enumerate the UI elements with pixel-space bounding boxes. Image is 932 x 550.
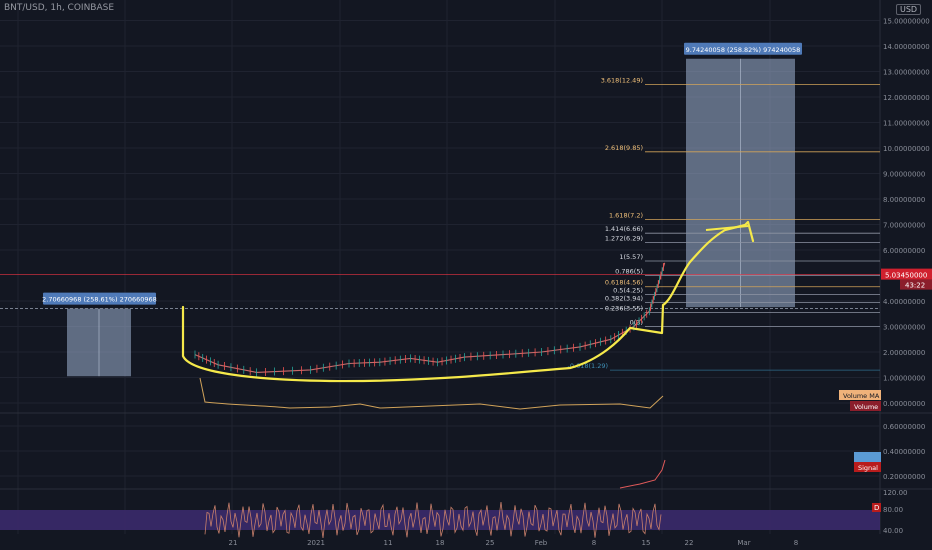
- fib-label: 0.5(4.25): [613, 287, 643, 295]
- time-tick-label: 21: [229, 539, 238, 547]
- volume-ma-line: [199, 377, 664, 410]
- time-tick-label: Feb: [535, 539, 548, 547]
- rsi-tick-label: 40.00: [883, 527, 903, 535]
- current-price-label: 5.03450000: [885, 272, 927, 280]
- signal-label: Signal: [858, 464, 878, 472]
- price-tick-label: 3.00000000: [883, 324, 925, 332]
- fib-label: 0.786(5): [615, 268, 643, 276]
- time-tick-label: Mar: [737, 539, 750, 547]
- fib-label: 3.618(12.49): [601, 77, 643, 85]
- fib-label: 1.272(6.29): [605, 235, 643, 243]
- time-tick-label: 15: [642, 539, 651, 547]
- measure-label: 2.70660968 (258.61%) 270660968: [42, 296, 157, 304]
- price-tick-label: 14.00000000: [883, 43, 930, 51]
- cup-drawing: [181, 220, 755, 383]
- fib-label: 0.236(3.55): [605, 304, 643, 312]
- fib-label: 0.382(3.94): [605, 295, 643, 303]
- countdown-label: 43:22: [905, 282, 925, 290]
- price-tick-label: 2.00000000: [883, 349, 925, 357]
- cup-drawing-arrow: [705, 225, 749, 231]
- time-tick-label: 25: [486, 539, 495, 547]
- price-tick-label: 15.00000000: [883, 18, 930, 26]
- price-tick-label: 8.00000000: [883, 196, 925, 204]
- price-tick-label: 0.00000000: [883, 400, 925, 408]
- price-tick-label: 4.00000000: [883, 298, 925, 306]
- price-tick-label: 12.00000000: [883, 94, 930, 102]
- price-tick-label: 9.00000000: [883, 171, 925, 179]
- rsi-badge-bg: [872, 503, 881, 512]
- fib-label: 0.618(4.56): [605, 279, 643, 287]
- macd-tick-label: 0.40000000: [883, 448, 925, 456]
- time-tick-label: 8: [794, 539, 798, 547]
- current-price-tag: [881, 268, 932, 280]
- price-tick-label: 6.00000000: [883, 247, 925, 255]
- macd-tick-label: 0.20000000: [883, 473, 925, 481]
- price-tick-label: 11.00000000: [883, 120, 930, 128]
- volume-label: Volume: [854, 403, 878, 411]
- fib-label: 2.618(9.85): [605, 144, 643, 152]
- fib-label: 1.618(7.2): [609, 211, 643, 219]
- macd-tag: [854, 452, 881, 462]
- volume-tag: [850, 401, 881, 411]
- rsi-tick-label: 120.00: [883, 489, 908, 497]
- rsi-tick-label: 80.00: [883, 506, 903, 514]
- rsi-line: [204, 501, 662, 538]
- measure-label: 9.74240058 (258.82%) 974240058: [686, 46, 801, 54]
- fib-label: 1.414(6.66): [605, 225, 643, 233]
- countdown-tag: [900, 279, 932, 290]
- chart-title: BNT/USD, 1h, COINBASE: [4, 3, 115, 13]
- volume-ma-tag: [839, 390, 881, 400]
- time-tick-label: 22: [685, 539, 694, 547]
- price-tick-label: 1.00000000: [883, 375, 925, 383]
- price-tick-label: 7.00000000: [883, 222, 925, 230]
- macd-line: [619, 459, 666, 489]
- price-tick-label: 10.00000000: [883, 145, 930, 153]
- time-tick-label: 2021: [307, 539, 325, 547]
- fib-label: 1(5.57): [619, 253, 643, 261]
- time-tick-label: 18: [436, 539, 445, 547]
- rsi-badge: D: [874, 504, 879, 512]
- macd-tick-label: 0.60000000: [883, 423, 925, 431]
- signal-tag: [854, 462, 881, 472]
- measure-label-bg: [43, 292, 156, 305]
- currency-button[interactable]: USD: [896, 4, 922, 15]
- price-tick-label: 13.00000000: [883, 69, 930, 77]
- time-tick-label: 8: [592, 539, 596, 547]
- measure-label-bg: [684, 42, 802, 55]
- fib-label: -0.618(1.29): [568, 362, 609, 370]
- volume-ma-label: Volume MA: [843, 392, 880, 400]
- time-tick-label: 11: [384, 539, 393, 547]
